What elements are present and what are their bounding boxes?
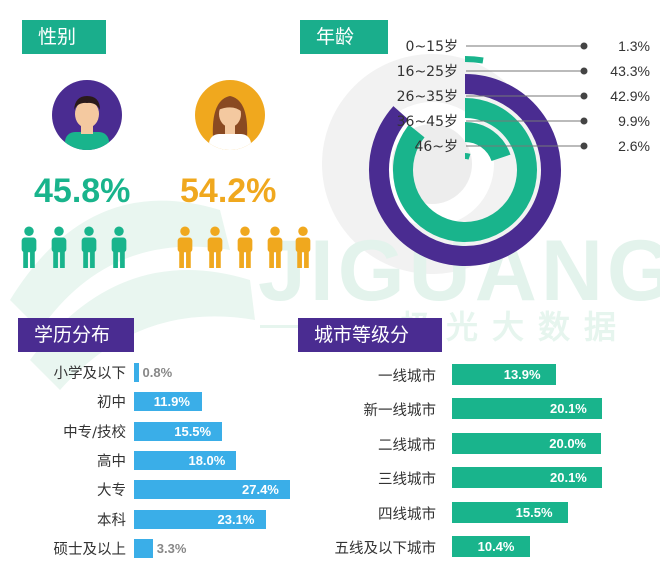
edu-value-label: 18.0% [188, 452, 226, 468]
age-arc [464, 122, 511, 162]
edu-bar [134, 509, 266, 529]
edu-value-label: 23.1% [217, 511, 255, 527]
age-leader-dot [580, 67, 588, 75]
edu-category-label: 初中 [97, 395, 126, 412]
city-bar [452, 432, 602, 454]
age-leader-dot [580, 42, 588, 50]
age-title: 年龄 [300, 20, 388, 54]
city-bar [452, 364, 556, 385]
age-arc [464, 153, 471, 160]
age-radial-chart: 0~15岁 1.3% 16~25岁 43.3% 26~35岁 42.9% 36~45岁 9.9… [369, 38, 650, 266]
age-arc [393, 98, 537, 242]
city-category-label: 三线城市 [378, 472, 436, 489]
edu-category-label: 本科 [97, 512, 126, 529]
edu-bar [134, 363, 139, 382]
age-category-label: 26~35岁 [397, 89, 458, 105]
city-value-label: 13.9% [503, 367, 541, 382]
edu-bar [134, 392, 202, 412]
city-value-label: 20.1% [550, 470, 587, 486]
age-category-label: 0~15岁 [406, 39, 458, 55]
age-arc [369, 74, 561, 266]
city-bar [452, 467, 602, 489]
edu-category-label: 硕士及以上 [53, 541, 127, 558]
edu-value-label: 11.9% [153, 394, 190, 410]
male-avatar-icon [52, 80, 122, 150]
city-category-label: 五线及以下城市 [334, 541, 437, 557]
edu-category-label: 小学及以下 [53, 366, 127, 382]
age-leader-dot [580, 142, 588, 150]
city-value-label: 10.4% [477, 539, 515, 554]
edu-value-label: 3.3% [156, 540, 187, 556]
edu-value-label: 15.5% [174, 423, 212, 439]
age-category-label: 46~岁 [414, 139, 458, 155]
city-bar [452, 501, 568, 523]
edu-bar [134, 450, 237, 470]
edu-category-label: 中专/技校 [63, 424, 126, 441]
edu-category-label: 大专 [97, 483, 126, 500]
age-leader-dot [580, 92, 588, 100]
city-title: 城市等级分布 [298, 318, 442, 380]
city-category-label: 新一线城市 [363, 403, 437, 420]
age-arc [464, 56, 484, 64]
edu-value-label: 27.4% [242, 482, 279, 498]
age-value-label: 42.9% [610, 88, 650, 104]
city-value-label: 15.5% [515, 504, 553, 520]
age-value-label: 9.9% [618, 113, 650, 129]
age-value-label: 2.6% [618, 138, 650, 154]
city-category-label: 四线城市 [378, 506, 436, 523]
city-value-label: 20.0% [549, 435, 587, 451]
female-percentage: 54.2% [180, 172, 277, 210]
gender-title: 性别 [22, 20, 106, 54]
city-category-label: 一线城市 [378, 369, 436, 385]
city-value-label: 20.1% [550, 401, 587, 417]
age-leader-dot [580, 117, 588, 125]
edu-bar [134, 538, 153, 558]
age-value-label: 43.3% [610, 63, 650, 79]
male-percentage: 45.8% [34, 172, 131, 210]
city-category-label: 二线城市 [378, 437, 436, 454]
age-category-label: 16~25岁 [397, 64, 458, 80]
edu-bar [134, 421, 223, 441]
age-category-label: 36~45岁 [397, 114, 458, 130]
female-avatar-icon [195, 80, 265, 150]
edu-category-label: 高中 [97, 453, 126, 470]
city-bar [452, 536, 530, 557]
gender-ratio-pictogram [21, 226, 311, 268]
city-bar [452, 398, 602, 420]
education-title: 学历分布 [18, 318, 134, 352]
edu-value-label: 0.8% [142, 365, 173, 380]
age-value-label: 1.3% [618, 38, 650, 54]
edu-bar [134, 480, 290, 500]
